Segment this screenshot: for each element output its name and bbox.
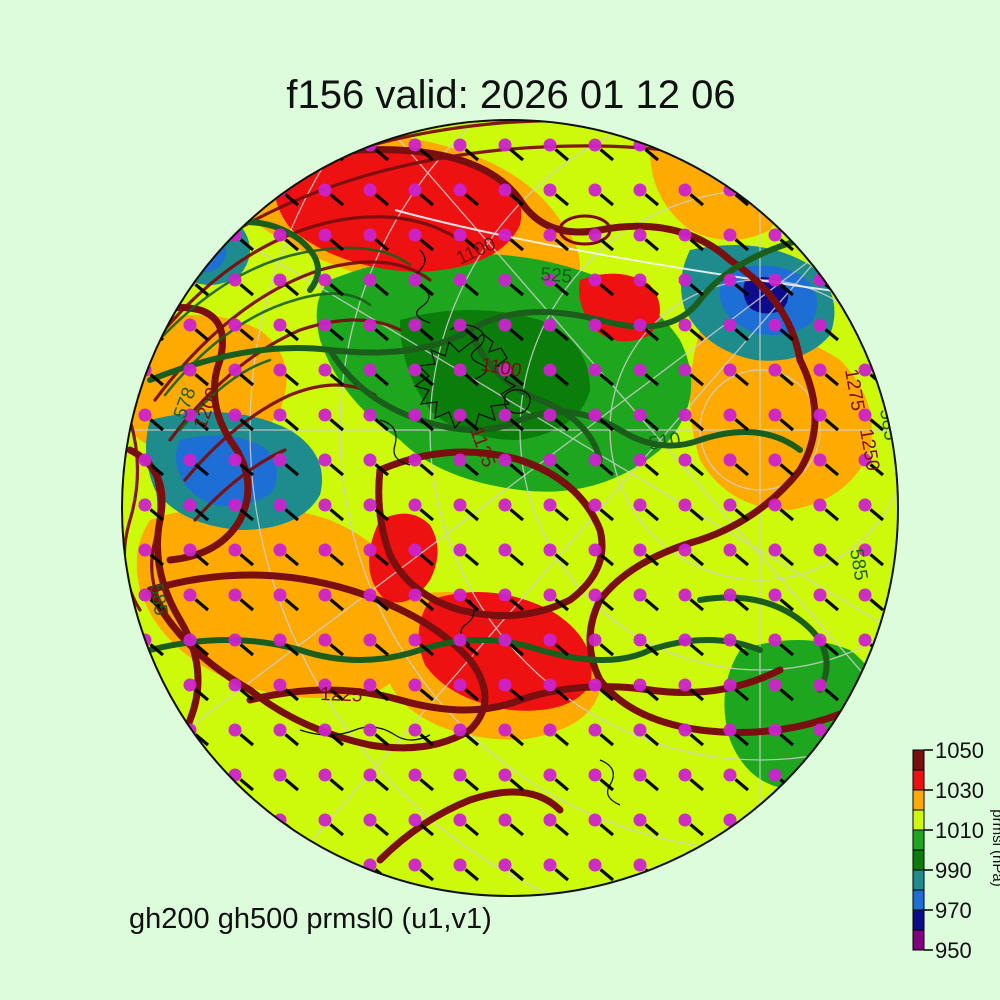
svg-text:prmsl (hPa): prmsl (hPa) bbox=[989, 809, 1000, 887]
svg-text:950: 950 bbox=[935, 938, 972, 963]
svg-text:970: 970 bbox=[935, 898, 972, 923]
svg-text:f156 valid: 2026 01 12 06: f156 valid: 2026 01 12 06 bbox=[286, 73, 735, 117]
svg-text:1050: 1050 bbox=[935, 738, 984, 763]
svg-text:525: 525 bbox=[540, 264, 573, 288]
svg-text:gh200 gh500 prmsl0 (u1,v1): gh200 gh500 prmsl0 (u1,v1) bbox=[129, 903, 492, 935]
svg-text:1030: 1030 bbox=[935, 778, 984, 803]
svg-text:1010: 1010 bbox=[935, 818, 984, 843]
svg-text:1225: 1225 bbox=[320, 684, 363, 706]
svg-text:990: 990 bbox=[935, 858, 972, 883]
